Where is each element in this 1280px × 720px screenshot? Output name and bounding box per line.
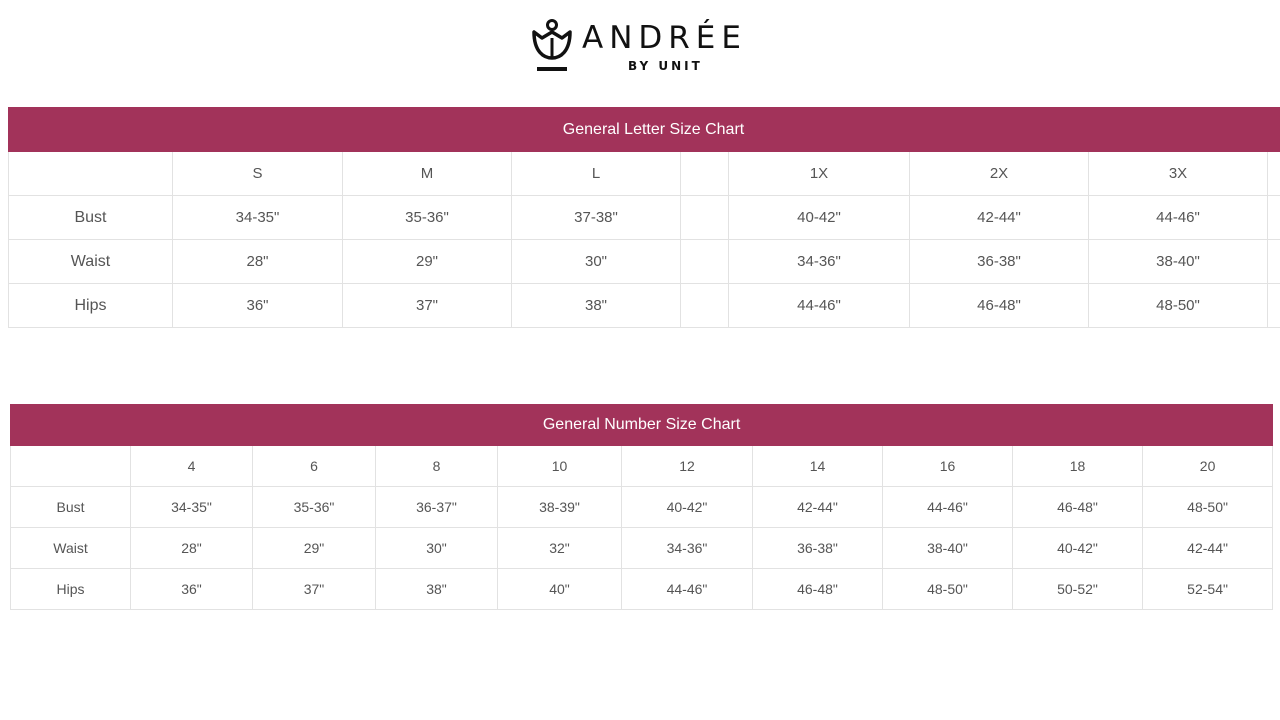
size-column-header — [680, 151, 729, 196]
measurement-cell: 38-39" — [497, 486, 622, 528]
measurement-cell: 28" — [172, 239, 343, 284]
size-header-row: S M L 1X 2X 3X — [8, 151, 1280, 196]
letter-chart-title: General Letter Size Chart — [7, 107, 1280, 152]
measurement-cell: 38-40" — [882, 527, 1013, 569]
tulip-logo-icon — [532, 19, 572, 71]
measurement-cell — [1266, 239, 1280, 284]
measurement-cell — [1266, 195, 1280, 240]
size-column-header: 4 — [130, 445, 253, 487]
number-size-chart: General Number Size Chart 4 6 8 10 12 14 16 18 2… — [9, 404, 1274, 610]
measurement-cell: 48-50" — [1088, 283, 1268, 328]
measurement-cell — [1266, 283, 1280, 328]
size-column-header: 1X — [728, 151, 910, 196]
table-row: Waist 28" 29" 30" 34-36" 36-38" 38-40" — [8, 239, 1280, 284]
measurement-cell: 28" — [130, 527, 253, 569]
row-label: Hips — [10, 568, 131, 610]
measurement-cell: 48-50" — [1141, 486, 1274, 528]
measurement-cell: 38-40" — [1088, 239, 1268, 284]
measurement-cell: 52-54" — [1141, 568, 1274, 610]
measurement-cell: 42-44" — [752, 486, 883, 528]
measurement-cell: 37" — [342, 283, 512, 328]
size-column-header: 20 — [1141, 445, 1274, 487]
measurement-cell: 36-37" — [375, 486, 498, 528]
size-column-header — [1266, 151, 1280, 196]
corner-cell — [10, 445, 131, 487]
measurement-cell: 40" — [497, 568, 622, 610]
measurement-cell: 29" — [342, 239, 512, 284]
measurement-cell: 34-35" — [130, 486, 253, 528]
measurement-cell: 35-36" — [252, 486, 376, 528]
size-column-header: 3X — [1088, 151, 1268, 196]
corner-cell — [8, 151, 173, 196]
brand-name: ANDRÉE — [582, 20, 747, 56]
measurement-cell: 34-35" — [172, 195, 343, 240]
size-column-header: 8 — [375, 445, 498, 487]
measurement-cell: 50-52" — [1012, 568, 1143, 610]
measurement-cell: 37" — [252, 568, 376, 610]
size-column-header: 18 — [1012, 445, 1143, 487]
size-column-header: M — [342, 151, 512, 196]
measurement-cell: 30" — [511, 239, 681, 284]
measurement-cell: 36" — [130, 568, 253, 610]
size-column-header: 6 — [252, 445, 376, 487]
measurement-cell: 30" — [375, 527, 498, 569]
measurement-cell: 44-46" — [728, 283, 910, 328]
size-column-header: 10 — [497, 445, 622, 487]
number-chart-title: General Number Size Chart — [9, 404, 1274, 446]
measurement-cell: 38" — [511, 283, 681, 328]
row-label: Hips — [8, 283, 173, 328]
measurement-cell: 48-50" — [882, 568, 1013, 610]
measurement-cell: 46-48" — [1012, 486, 1143, 528]
measurement-cell: 40-42" — [621, 486, 753, 528]
measurement-cell: 46-48" — [752, 568, 883, 610]
row-label: Bust — [10, 486, 131, 528]
measurement-cell: 35-36" — [342, 195, 512, 240]
table-row: Hips 36" 37" 38" 44-46" 46-48" 48-50" — [8, 283, 1280, 328]
measurement-cell: 46-48" — [909, 283, 1089, 328]
measurement-cell: 32" — [497, 527, 622, 569]
measurement-cell: 34-36" — [728, 239, 910, 284]
row-label: Waist — [8, 239, 173, 284]
row-label: Waist — [10, 527, 131, 569]
size-column-header: 14 — [752, 445, 883, 487]
measurement-cell: 37-38" — [511, 195, 681, 240]
row-label: Bust — [8, 195, 173, 240]
table-row: Waist 28" 29" 30" 32" 34-36" 36-38" 38-40" 40-42… — [10, 527, 1274, 569]
size-column-header: S — [172, 151, 343, 196]
measurement-cell: 42-44" — [1141, 527, 1274, 569]
measurement-cell — [680, 239, 729, 284]
table-row: Bust 34-35" 35-36" 37-38" 40-42" 42-44" 44-46" — [8, 195, 1280, 240]
measurement-cell: 34-36" — [621, 527, 753, 569]
table-row: Hips 36" 37" 38" 40" 44-46" 46-48" 48-50" 50-52"… — [10, 568, 1274, 610]
measurement-cell: 40-42" — [728, 195, 910, 240]
measurement-cell: 44-46" — [1088, 195, 1268, 240]
letter-chart-body: S M L 1X 2X 3X Bust 34-35" 35-36" 37-38" 40-42" 42-… — [8, 151, 1280, 328]
measurement-cell: 40-42" — [1012, 527, 1143, 569]
brand-subtitle: BY UNIT — [628, 59, 703, 73]
table-row: Bust 34-35" 35-36" 36-37" 38-39" 40-42" 42-44"… — [10, 486, 1274, 528]
measurement-cell: 44-46" — [621, 568, 753, 610]
measurement-cell: 36-38" — [909, 239, 1089, 284]
size-header-row: 4 6 8 10 12 14 16 18 20 — [10, 445, 1274, 487]
number-chart-body: 4 6 8 10 12 14 16 18 20 Bust 34-35" 35-36" 36-37" 38-… — [10, 445, 1274, 610]
letter-size-chart: General Letter Size Chart S M L 1X 2X 3X Bust 3… — [7, 107, 1280, 328]
measurement-cell — [680, 283, 729, 328]
size-column-header: 16 — [882, 445, 1013, 487]
size-column-header: 12 — [621, 445, 753, 487]
measurement-cell: 36-38" — [752, 527, 883, 569]
size-column-header: L — [511, 151, 681, 196]
measurement-cell: 38" — [375, 568, 498, 610]
size-column-header: 2X — [909, 151, 1089, 196]
measurement-cell: 29" — [252, 527, 376, 569]
measurement-cell: 44-46" — [882, 486, 1013, 528]
measurement-cell: 42-44" — [909, 195, 1089, 240]
measurement-cell — [680, 195, 729, 240]
brand-logo: ANDRÉE BY UNIT — [530, 18, 760, 76]
measurement-cell: 36" — [172, 283, 343, 328]
